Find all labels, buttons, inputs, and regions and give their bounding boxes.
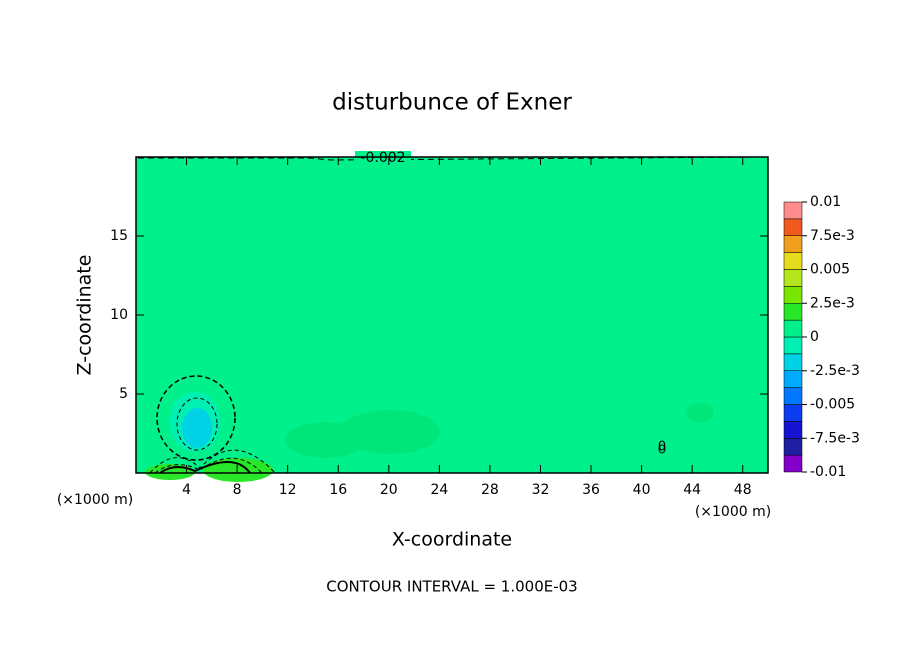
colorbar-box: [783, 252, 803, 270]
colorbar-box: [783, 303, 803, 321]
contour-label: 0: [658, 440, 666, 455]
patch: [340, 410, 440, 454]
x-tick-label: 24: [430, 482, 448, 498]
x-tick-label: 8: [233, 482, 242, 498]
colorbar-tick-label: 0.005: [810, 262, 850, 278]
colorbar-tick-label: -0.01: [810, 464, 846, 480]
colorbar-tick-label: -2.5e-3: [810, 363, 860, 379]
colorbar-box: [783, 319, 803, 338]
contour-label: -0.002: [360, 150, 405, 166]
colorbar-box: [783, 269, 803, 287]
colorbar-tick-label: -7.5e-3: [810, 430, 860, 446]
x-tick-label: 12: [279, 482, 297, 498]
x-axis-label: X-coordinate: [392, 529, 512, 551]
x-tick-label: 48: [734, 482, 752, 498]
x-tick-label: 20: [380, 482, 398, 498]
y-tick-label: 15: [110, 228, 128, 244]
colorbar-box: [783, 218, 803, 236]
contour-line: [159, 461, 251, 474]
colorbar-box: [783, 370, 803, 388]
colorbar-box: [783, 404, 803, 422]
x-tick-label: 16: [329, 482, 347, 498]
patch: [182, 408, 212, 448]
contour-line: [156, 375, 236, 461]
contour-line: [658, 444, 666, 454]
colorbar-box: [783, 336, 803, 355]
colorbar-box: [783, 353, 803, 371]
plot-field: [136, 157, 768, 473]
patch: [203, 458, 273, 482]
contour-note: CONTOUR INTERVAL = 1.000E-03: [326, 578, 577, 596]
contour-line: [138, 156, 761, 161]
patch: [145, 464, 195, 480]
colorbar-box: [783, 201, 803, 220]
colorbar-box: [783, 438, 803, 456]
colorbar-box: [783, 454, 803, 473]
colorbar-tick-label: 0.01: [810, 194, 841, 210]
y-tick-label: 10: [110, 307, 128, 323]
colorbar-tick-label: -0.005: [810, 397, 855, 413]
contour-line: [154, 457, 263, 474]
colorbar-box: [783, 286, 803, 304]
y-axis-label: Z-coordinate: [74, 255, 96, 376]
chart-title: disturbunce of Exner: [332, 90, 572, 116]
colorbar-box: [783, 387, 803, 405]
colorbar-tick-label: 2.5e-3: [810, 295, 855, 311]
x-tick-label: 40: [633, 482, 651, 498]
colorbar-box: [783, 421, 803, 439]
x-tick-label: 44: [683, 482, 701, 498]
label-bg: [355, 151, 411, 165]
colorbar-tick-label: 0: [810, 329, 819, 345]
patch: [686, 403, 714, 423]
x-tick-label: 32: [532, 482, 550, 498]
y-tick-label: 5: [119, 386, 128, 402]
x-tick-label: 28: [481, 482, 499, 498]
colorbar-tick-label: 7.5e-3: [810, 228, 855, 244]
x-tick-label: 36: [582, 482, 600, 498]
contours: [138, 156, 761, 474]
contour-line: [176, 397, 218, 451]
x-unit: (×1000 m): [57, 492, 133, 508]
colorbar-box: [783, 235, 803, 253]
x-unit: (×1000 m): [695, 504, 771, 520]
x-tick-label: 4: [182, 482, 191, 498]
